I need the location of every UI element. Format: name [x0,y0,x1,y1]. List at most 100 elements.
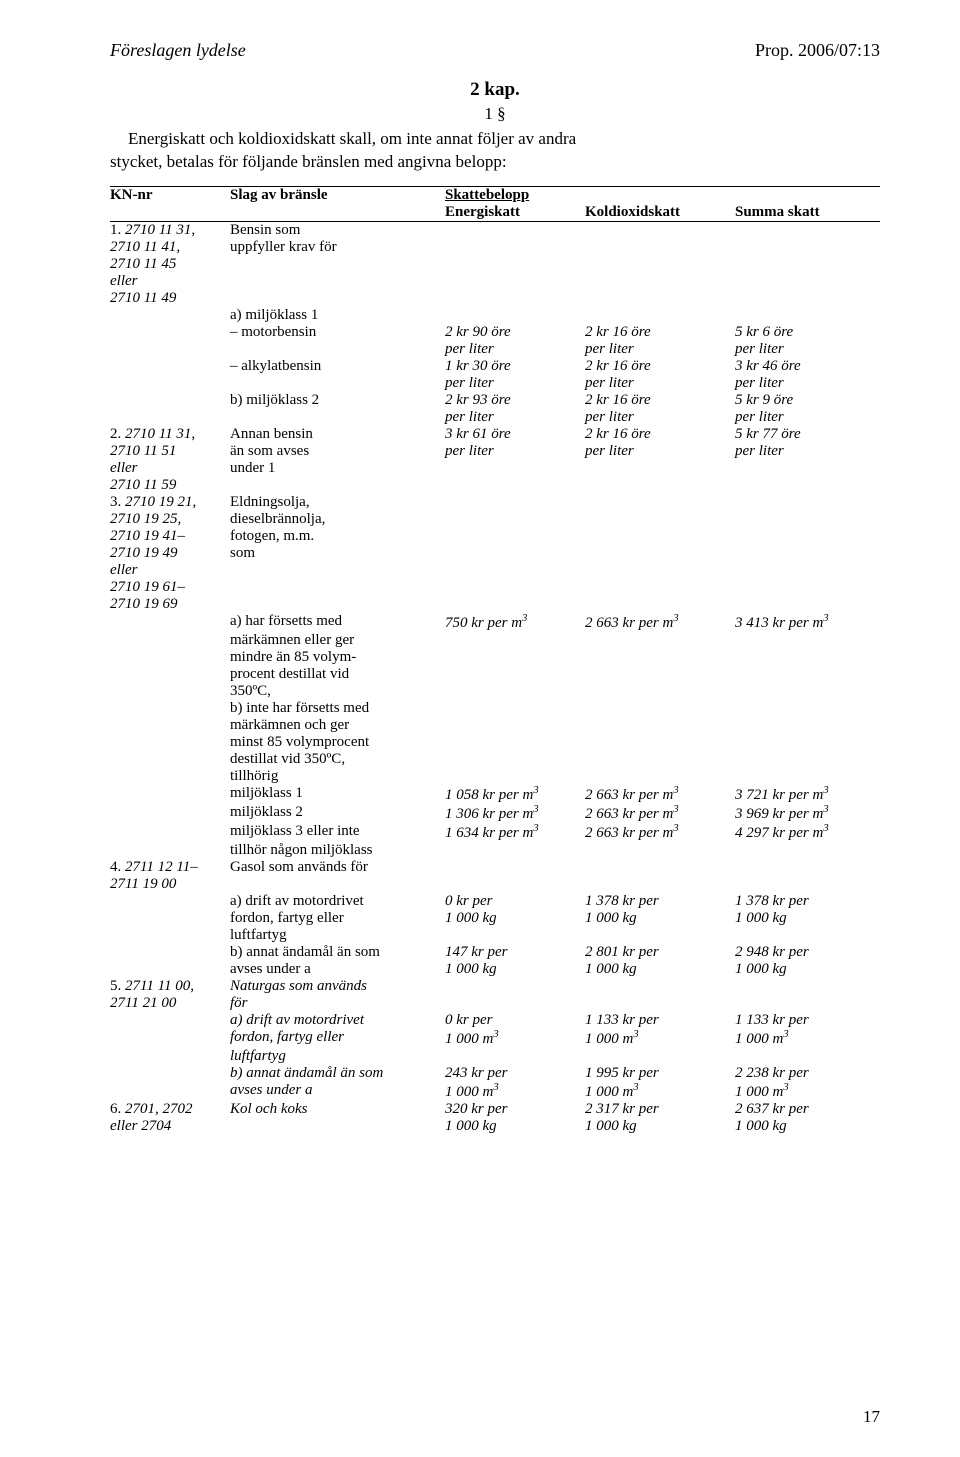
r6-slag: Kol och koks [230,1101,445,1118]
r1-motor-k2: per liter [585,341,735,358]
r6-num: 6. [110,1101,121,1117]
r2-s1: 5 kr 77 öre [735,426,880,443]
row4: 4. 2711 12 11– Gasol som används för [110,859,880,876]
r2-kn4: 2710 11 59 [110,477,230,494]
r5-b-e2: 1 000 m [445,1084,493,1100]
section-symbol: 1 § [484,104,505,123]
r6-e1: 320 kr per [445,1101,585,1118]
r3-kn1: 2710 19 21, [125,494,196,510]
r2-kn1: 2710 11 31, [125,426,195,442]
r3-kn3: 2710 19 41– [110,528,230,545]
r4-a-s2: 1 000 kg [735,910,880,927]
r4-a2: fordon, fartyg eller [230,910,445,927]
r1-alkyl-k2: per liter [585,375,735,392]
r5-num: 5. [110,978,121,994]
r2-slag2: än som avses [230,443,445,460]
r4-b-e1: 147 kr per [445,944,585,961]
r3-slag1: Eldningsolja, [230,494,445,511]
r1-alkyl: – alkylatbensin [230,358,445,375]
r1-alkyl-k1: 2 kr 16 öre [585,358,735,375]
r3-mk2-e: 1 306 kr per m [445,806,533,822]
r3-mk3-e: 1 634 kr per m [445,825,533,841]
r5-kn2: 2711 21 00 [110,995,230,1012]
r5-a1: a) drift av motordrivet [230,1012,445,1029]
r2-slag1: Annan bensin [230,426,445,443]
r3-kn5: eller [110,562,230,579]
r3-a1: a) har försetts med [230,613,445,632]
r5-b-e1: 243 kr per [445,1065,585,1082]
intro-paragraph: 1 § Energiskatt och koldioxidskatt skall… [110,103,880,174]
r3-b4: destillat vid 350ºC, [230,751,445,768]
r4-a-k1: 1 378 kr per [585,893,735,910]
r2-slag3: under 1 [230,460,445,477]
r4-a-k2: 1 000 kg [585,910,735,927]
r3-b3: minst 85 volymprocent [230,734,445,751]
r4-b-s2: 1 000 kg [735,961,880,978]
r4-a-s1: 1 378 kr per [735,893,880,910]
r3-mk1-e: 1 058 kr per m [445,787,533,803]
r1-b-s1: 5 kr 9 öre [735,392,880,409]
r5-b1: b) annat ändamål än som [230,1065,445,1082]
r1-b-k1: 2 kr 16 öre [585,392,735,409]
r5-a3: luftfartyg [230,1048,445,1065]
row3: 3. 2710 19 21, Eldningsolja, [110,494,880,511]
r1-b-e2: per liter [445,409,585,426]
r3-mk1-k: 2 663 kr per m [585,787,673,803]
r3-slag2: dieselbrännolja, [230,511,445,528]
r5-a-s1: 1 133 kr per [735,1012,880,1029]
r1-b-k2: per liter [585,409,735,426]
r4-b-k2: 1 000 kg [585,961,735,978]
r3-num: 3. [110,494,121,510]
r5-b-k1: 1 995 kr per [585,1065,735,1082]
r3-kn6: 2710 19 61– [110,579,230,596]
r6-s2: 1 000 kg [735,1118,880,1135]
r3-a3: mindre än 85 volym- [230,649,445,666]
r1-motor-s2: per liter [735,341,880,358]
r3-kn2: 2710 19 25, [110,511,230,528]
row6: 6. 2701, 2702 Kol och koks 320 kr per 2 … [110,1101,880,1118]
r4-b-e2: 1 000 kg [445,961,585,978]
r1-alkyl-s2: per liter [735,375,880,392]
r3-slag3: fotogen, m.m. [230,528,445,545]
r1-a: a) miljöklass 1 [230,307,445,324]
r4-b1: b) annat ändamål än som [230,944,445,961]
row2: 2. 2710 11 31, Annan bensin 3 kr 61 öre … [110,426,880,443]
document-page: Föreslagen lydelse Prop. 2006/07:13 2 ka… [0,0,960,1457]
table-header-row1: KN-nr Slag av bränsle Skattebelopp [110,186,880,204]
r1-slag1: Bensin som [230,221,445,239]
r2-num: 2. [110,426,121,442]
th-summa: Summa skatt [735,204,880,222]
r3-a-k: 2 663 kr per m [585,615,673,631]
r4-num: 4. [110,859,121,875]
r3-a5: 350ºC, [230,683,445,700]
r1-motor-e1: 2 kr 90 öre [445,324,585,341]
r2-k1: 2 kr 16 öre [585,426,735,443]
table-header-row2: Energiskatt Koldioxidskatt Summa skatt [110,204,880,222]
r6-e2: 1 000 kg [445,1118,585,1135]
r6-kn2: eller 2704 [110,1118,230,1135]
r4-a3: luftfartyg [230,927,445,944]
th-energi: Energiskatt [445,204,585,222]
r1-kn3: 2710 11 45 [110,256,230,273]
r4-a-e1: 0 kr per [445,893,585,910]
r1-num: 1. [110,222,121,238]
r3-mk3-s: 4 297 kr per m [735,825,823,841]
r2-s2: per liter [735,443,880,460]
th-koldiox: Koldioxidskatt [585,204,735,222]
r3-b2: märkämnen och ger [230,717,445,734]
r2-kn2: 2710 11 51 [110,443,230,460]
r5-a-k1: 1 133 kr per [585,1012,735,1029]
page-number: 17 [863,1407,880,1427]
header-right: Prop. 2006/07:13 [755,40,880,61]
r6-s1: 2 637 kr per [735,1101,880,1118]
header-left: Föreslagen lydelse [110,40,246,61]
page-header: Föreslagen lydelse Prop. 2006/07:13 [110,40,880,61]
r3-mk3b: tillhör någon miljöklass [230,842,445,859]
r2-e2: per liter [445,443,585,460]
r1-motor-k1: 2 kr 16 öre [585,324,735,341]
r1-alkyl-s1: 3 kr 46 öre [735,358,880,375]
r5-a-e2: 1 000 m [445,1031,493,1047]
r6-kn1: 2701, 2702 [125,1101,193,1117]
r3-mk1: miljöklass 1 [230,785,445,804]
r6-k1: 2 317 kr per [585,1101,735,1118]
